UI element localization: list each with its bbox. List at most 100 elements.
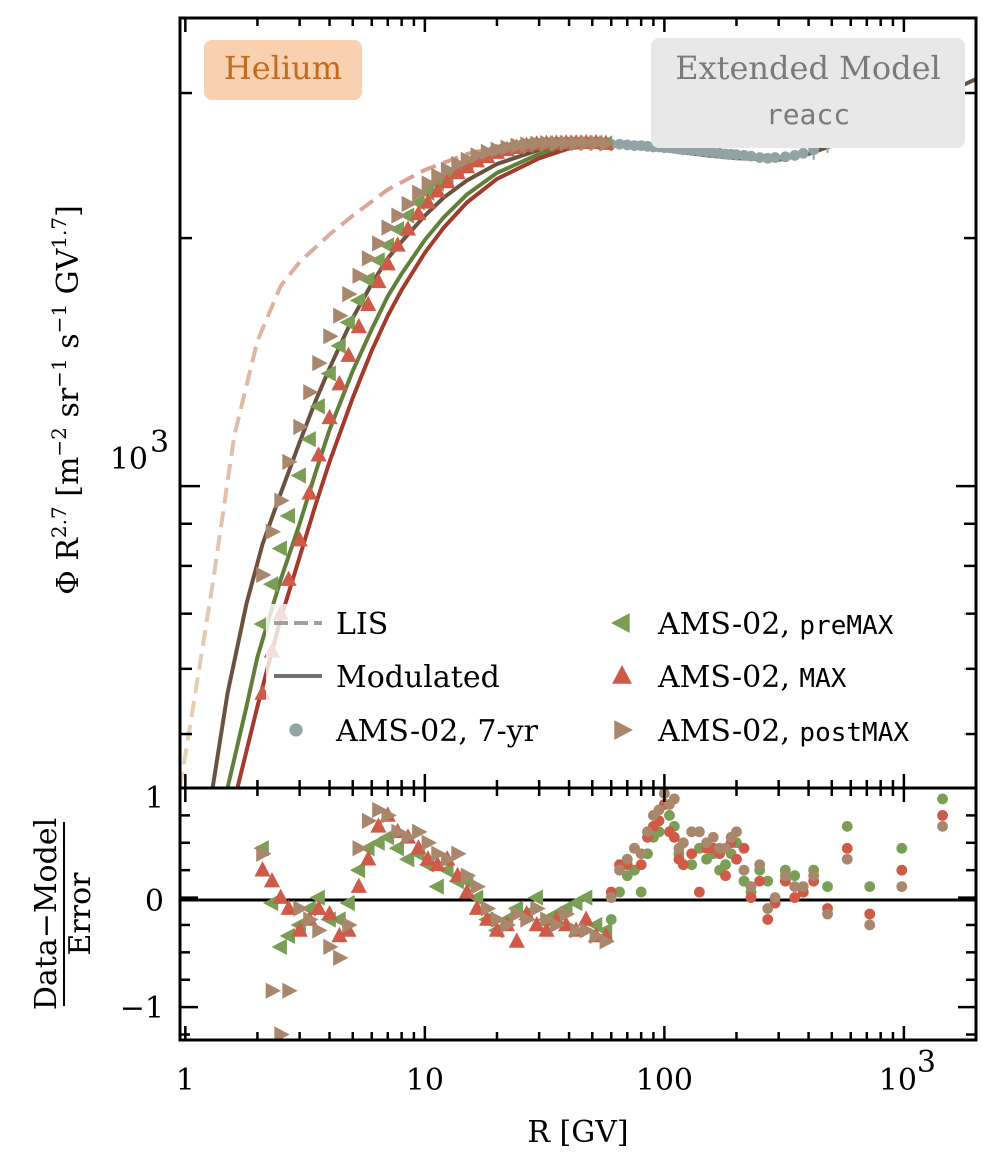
legend-item-3: AMS-02, preMAX xyxy=(611,607,894,642)
residual-point xyxy=(263,872,281,888)
data-point xyxy=(429,182,446,198)
data-point xyxy=(569,134,586,151)
data-point xyxy=(550,135,566,152)
residual-point xyxy=(864,881,876,893)
legend-item-5: AMS-02, postMAX xyxy=(614,714,909,749)
helium-badge: Helium xyxy=(204,40,362,100)
data-point xyxy=(361,250,378,267)
data-point xyxy=(789,150,801,161)
residual-point xyxy=(291,921,308,937)
data-point xyxy=(372,235,388,252)
model-badge: Extended Model reacc xyxy=(651,38,965,148)
residual-point xyxy=(331,926,348,943)
residual-point xyxy=(686,859,698,871)
residual-point xyxy=(745,881,757,893)
residual-point xyxy=(428,878,444,895)
data-point xyxy=(599,135,615,152)
top-ticks xyxy=(180,18,978,788)
bottom-plot-frame xyxy=(178,786,978,1042)
residual-point xyxy=(738,842,750,854)
data-point xyxy=(342,286,358,303)
residual-point xyxy=(510,905,526,923)
ylabel-mid1: sr xyxy=(51,387,86,427)
legend-label-0: LIS xyxy=(336,607,388,642)
data-point xyxy=(321,408,338,425)
residual-point xyxy=(349,862,366,879)
data-point xyxy=(309,398,325,415)
data-point xyxy=(323,328,339,345)
data-point xyxy=(280,570,297,586)
legend-marker xyxy=(289,723,303,737)
residual-point xyxy=(642,826,653,838)
residual-point xyxy=(614,864,625,876)
x-axis-label: R [GV] xyxy=(527,1115,628,1150)
residual-point xyxy=(310,899,327,915)
residual-point xyxy=(797,881,809,893)
residual-point xyxy=(567,894,583,912)
residual-point xyxy=(274,1026,290,1040)
residual-point xyxy=(323,938,339,955)
residual-point xyxy=(451,845,467,862)
ylabel-exp3: −1 xyxy=(47,358,71,387)
data-point xyxy=(540,135,556,152)
residual-point xyxy=(438,862,454,879)
data-point xyxy=(440,161,457,178)
residual-point xyxy=(569,922,586,939)
residual-point xyxy=(731,853,742,865)
residual-point xyxy=(808,870,820,882)
x-tick-label-2: 100 xyxy=(636,1063,693,1098)
data-point xyxy=(451,155,467,173)
data-point xyxy=(797,147,809,159)
residual-point xyxy=(378,829,395,846)
residual-point xyxy=(527,889,543,906)
residual-point xyxy=(614,886,625,898)
residual-point xyxy=(586,916,603,934)
residual-point xyxy=(720,842,731,854)
data-point xyxy=(412,184,428,201)
top-ytick-label: 10 3 xyxy=(110,425,169,477)
residual-point xyxy=(635,886,647,898)
residual-point xyxy=(470,878,486,895)
bottom-ytick-minus1: −1 xyxy=(120,991,164,1026)
residual-point xyxy=(635,859,647,871)
residual-point xyxy=(265,982,281,999)
data-point xyxy=(265,523,281,540)
residual-point xyxy=(937,793,948,805)
residual-point xyxy=(677,837,689,849)
residual-point xyxy=(605,914,617,925)
ylabel-exp4: −1 xyxy=(47,304,71,333)
residual-point xyxy=(779,870,791,882)
residual-point xyxy=(312,922,328,939)
data-point xyxy=(331,375,348,391)
residual-point xyxy=(370,817,387,833)
data-point xyxy=(340,346,357,362)
bottom-y-axis-label: Data−Model Error xyxy=(29,818,98,1010)
residual-point xyxy=(398,851,415,868)
data-point xyxy=(579,134,596,151)
data-point xyxy=(256,566,272,584)
data-point xyxy=(745,150,757,162)
data-point xyxy=(389,236,406,252)
residual-point xyxy=(745,892,757,903)
residual-point xyxy=(731,826,742,838)
residual-point xyxy=(896,864,908,876)
legend-label-text: AMS-02, 7-yr xyxy=(335,714,539,749)
data-point xyxy=(470,147,486,164)
legend-item-4: AMS-02, MAX xyxy=(612,660,847,695)
ylabel-denominator: Error xyxy=(63,872,98,956)
data-point xyxy=(754,152,766,163)
residual-point xyxy=(686,826,698,838)
legend-label-3: AMS-02, preMAX xyxy=(657,607,894,642)
legend-label-text: LIS xyxy=(336,607,388,642)
bottom-markers xyxy=(253,788,948,1040)
residual-point xyxy=(330,911,346,928)
residual-point xyxy=(896,881,908,893)
data-point xyxy=(378,237,395,254)
ylabel-mid3: GV xyxy=(51,247,86,304)
legend-label-text: AMS-02, xyxy=(657,660,799,695)
legend-label-text: AMS-02, xyxy=(657,714,799,749)
data-point xyxy=(312,355,328,372)
residual-point xyxy=(550,916,566,934)
data-point xyxy=(320,365,336,382)
residual-point xyxy=(668,831,680,843)
